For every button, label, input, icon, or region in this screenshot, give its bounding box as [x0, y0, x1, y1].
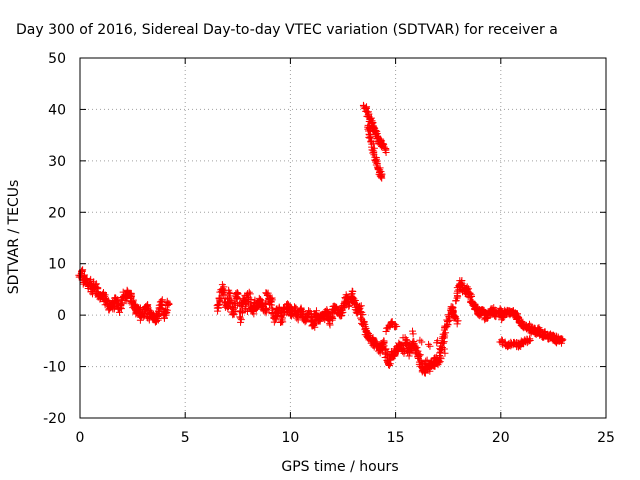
data-point — [437, 355, 445, 363]
data-point — [393, 322, 401, 330]
y-tick-label: 10 — [48, 257, 66, 273]
data-point — [261, 300, 269, 308]
data-point — [405, 352, 413, 360]
data-point — [416, 336, 424, 344]
data-point — [449, 307, 457, 315]
data-point — [223, 301, 231, 309]
x-tick-label: 10 — [281, 430, 299, 446]
y-tick-label: -20 — [43, 411, 66, 427]
data-point — [382, 146, 390, 154]
data-point — [241, 306, 249, 314]
data-point — [116, 308, 124, 316]
data-point — [262, 299, 270, 307]
data-point — [559, 336, 567, 344]
data-point — [425, 340, 433, 348]
x-tick-label: 0 — [76, 430, 85, 446]
data-point — [454, 317, 462, 325]
data-point — [377, 173, 385, 181]
data-point — [372, 158, 380, 166]
data-point — [165, 299, 173, 307]
data-point — [233, 295, 241, 303]
data-point — [440, 339, 448, 347]
data-point — [154, 315, 162, 323]
data-point — [219, 291, 227, 299]
data-point — [268, 301, 276, 309]
data-point — [417, 358, 425, 366]
data-point — [442, 322, 450, 330]
data-point — [526, 335, 534, 343]
data-point — [370, 144, 378, 152]
data-point — [277, 316, 285, 324]
data-point — [366, 133, 374, 141]
data-point — [144, 302, 152, 310]
y-tick-label: 0 — [57, 308, 66, 324]
data-point — [225, 286, 233, 294]
data-point — [236, 313, 244, 321]
data-point — [270, 318, 278, 326]
data-point — [441, 349, 449, 357]
x-tick-label: 20 — [492, 430, 510, 446]
data-point — [426, 342, 434, 350]
data-point — [109, 302, 117, 310]
y-tick-label: 30 — [48, 154, 66, 170]
data-point — [409, 330, 417, 338]
data-point — [450, 313, 458, 321]
data-point — [380, 143, 388, 151]
data-point — [290, 306, 298, 314]
data-point — [229, 308, 237, 316]
y-tick-label: 20 — [48, 205, 66, 221]
data-point — [557, 337, 565, 345]
axis-ticks: 0 5 10 15 20 25 -20 -10 0 10 20 30 40 50 — [43, 51, 615, 446]
x-tick-label: 15 — [387, 430, 405, 446]
data-point — [305, 309, 312, 317]
data-point — [365, 127, 373, 135]
data-point — [327, 313, 335, 321]
data-point — [458, 280, 466, 288]
chart-title: Day 300 of 2016, Sidereal Day-to-day VTE… — [16, 22, 558, 38]
data-point — [434, 337, 442, 345]
data-point — [237, 314, 245, 322]
y-tick-label: -10 — [43, 360, 66, 376]
data-point — [378, 174, 386, 182]
data-point — [440, 345, 448, 353]
data-point — [515, 341, 523, 349]
y-axis-label: SDTVAR / TECUs — [6, 180, 22, 295]
data-point — [401, 334, 409, 342]
data-point — [213, 302, 221, 310]
data-point — [246, 290, 254, 298]
data-point — [312, 307, 320, 315]
x-axis-label: GPS time / hours — [281, 459, 398, 475]
data-point — [418, 338, 426, 346]
grid — [80, 58, 606, 418]
data-point — [263, 289, 271, 297]
y-tick-label: 50 — [48, 51, 66, 67]
data-point — [263, 306, 271, 314]
data-point — [215, 294, 223, 302]
plot-frame — [79, 57, 607, 419]
data-point — [158, 296, 166, 304]
data-point — [236, 307, 244, 315]
data-point — [374, 164, 382, 172]
y-tick-label: 40 — [48, 102, 66, 118]
data-points — [75, 101, 567, 377]
data-point — [366, 115, 374, 123]
x-tick-label: 5 — [181, 430, 190, 446]
data-point — [379, 340, 387, 348]
data-point — [453, 320, 461, 328]
data-point — [244, 297, 252, 305]
data-point — [143, 302, 151, 310]
data-point — [382, 327, 390, 335]
x-tick-label: 25 — [597, 430, 615, 446]
